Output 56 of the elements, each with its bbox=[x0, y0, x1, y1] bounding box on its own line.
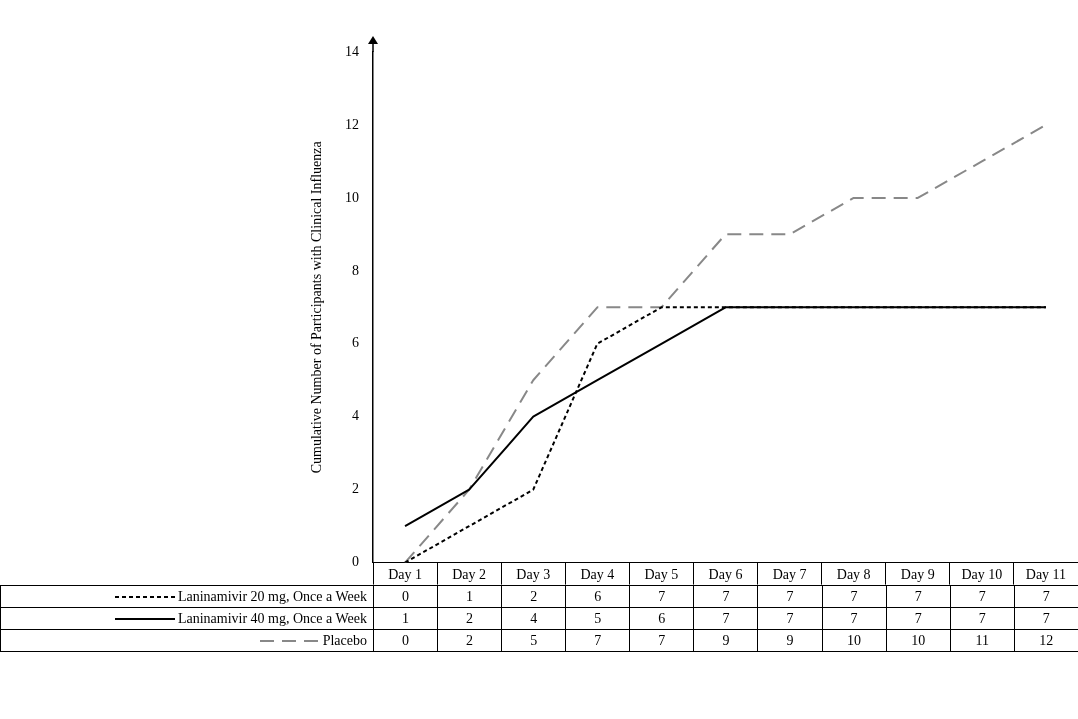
data-label: 7 bbox=[822, 585, 887, 608]
x-tick-label: Day 8 bbox=[836, 566, 871, 582]
y-tick-label: 12 bbox=[345, 116, 359, 132]
data-label: 10 bbox=[886, 629, 951, 652]
y-tick-label: 14 bbox=[345, 43, 359, 59]
data-label: 6 bbox=[565, 585, 630, 608]
y-tick-label: 10 bbox=[345, 189, 359, 205]
data-label: 7 bbox=[822, 607, 887, 630]
x-tick-label: Day 9 bbox=[900, 566, 935, 582]
data-label: 5 bbox=[501, 629, 566, 652]
data-label: 10 bbox=[822, 629, 887, 652]
legend-label: Laninamivir 20 mg, Once a Week bbox=[177, 588, 367, 604]
x-tick-label: Day 5 bbox=[644, 566, 679, 582]
data-label: 4 bbox=[501, 607, 566, 630]
data-label: 7 bbox=[629, 629, 694, 652]
data-label: 7 bbox=[693, 585, 758, 608]
data-label: 7 bbox=[757, 607, 823, 630]
data-label: 2 bbox=[501, 585, 566, 608]
data-label: 9 bbox=[693, 629, 758, 652]
x-tick-label: Day 7 bbox=[772, 566, 807, 582]
legend-label: Laninamivir 40 mg, Once a Week bbox=[177, 610, 367, 626]
y-tick-label: 8 bbox=[352, 262, 359, 278]
x-tick-label: Day 11 bbox=[1025, 566, 1067, 582]
y-axis-title: Cumulative Number of Participants with Clinical Influenza bbox=[309, 140, 325, 474]
y-tick-label: 6 bbox=[352, 335, 359, 351]
data-label: 0 bbox=[373, 585, 438, 608]
data-label: 7 bbox=[629, 585, 694, 608]
x-tick-label: Day 2 bbox=[452, 566, 487, 582]
data-label: 1 bbox=[373, 607, 438, 630]
data-label: 7 bbox=[757, 585, 823, 608]
y-tick-label: 2 bbox=[352, 481, 359, 497]
data-label: 1 bbox=[437, 585, 502, 608]
x-tick-label: Day 1 bbox=[388, 566, 422, 582]
x-tick-label: Day 6 bbox=[708, 566, 743, 582]
data-label: 11 bbox=[950, 629, 1015, 652]
y-tick-label: 4 bbox=[352, 408, 359, 424]
data-label: 6 bbox=[629, 607, 694, 630]
y-tick-label: 0 bbox=[352, 554, 359, 570]
data-label: 7 bbox=[886, 585, 951, 608]
data-label: 12 bbox=[1014, 629, 1078, 652]
x-tick-label: Day 10 bbox=[961, 566, 1003, 582]
data-label: 2 bbox=[437, 607, 502, 630]
data-label: 2 bbox=[437, 629, 502, 652]
x-tick-label: Day 4 bbox=[580, 566, 615, 582]
data-label: 9 bbox=[757, 629, 823, 652]
data-label: 7 bbox=[1014, 585, 1078, 608]
legend-label: Placebo bbox=[322, 632, 367, 648]
data-label: 7 bbox=[886, 607, 951, 630]
data-label: 7 bbox=[950, 585, 1015, 608]
data-label: 7 bbox=[693, 607, 758, 630]
x-tick-label: Day 3 bbox=[516, 566, 551, 582]
data-label: 7 bbox=[950, 607, 1015, 630]
data-label: 7 bbox=[565, 629, 630, 652]
data-label: 7 bbox=[1014, 607, 1078, 630]
data-label: 5 bbox=[565, 607, 630, 630]
data-label: 0 bbox=[373, 629, 438, 652]
